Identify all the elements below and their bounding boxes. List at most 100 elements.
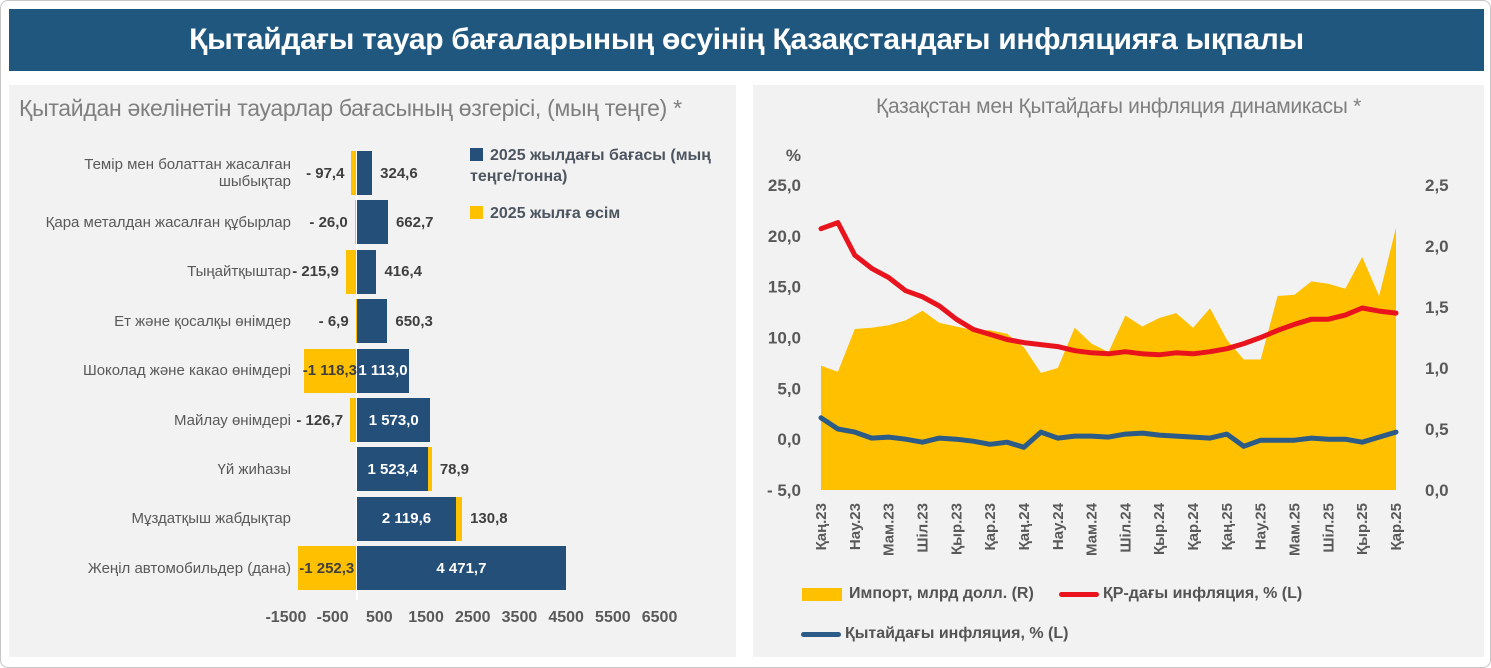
x-axis-month-label: Мам.24: [1084, 502, 1101, 556]
x-axis-month-label: Қыр.25: [1354, 503, 1371, 555]
category-label: Майлау өнімдері: [173, 411, 291, 429]
category-label: Тыңайтқыштар: [187, 263, 291, 281]
legend-item-cn-inflation: Қытайдағы инфляция, % (L): [801, 625, 1068, 643]
cn-inflation-legend-label: Қытайдағы инфляция, % (L): [845, 625, 1069, 642]
price-legend-swatch: [470, 148, 483, 161]
price-legend-label: 2025 жылдағы бағасы (мың теңге/тонна): [470, 147, 711, 185]
x-axis-tick-label: 2500: [454, 609, 491, 626]
right-chart-panel: Қазақстан мен Қытайдағы инфляция динамик…: [753, 85, 1484, 657]
growth-value-label: - 6,9: [318, 312, 349, 330]
left-axis-tick-label: 10,0: [768, 329, 801, 348]
category-label: Темір мен болаттан жасалған шыбықтар: [84, 156, 291, 190]
x-axis-tick-label: 1500: [408, 609, 444, 626]
growth-value-label: -1 118,3: [302, 362, 357, 380]
growth-bar: [428, 447, 432, 492]
x-axis-month-label: Нау.25: [1253, 503, 1270, 550]
x-axis-month-label: Мам.23: [881, 503, 898, 556]
growth-value-label: - 215,9: [292, 263, 339, 281]
legend-item-price: 2025 жылдағы бағасы (мың теңге/тонна): [470, 145, 730, 187]
left-chart-panel: Қытайдан әкелінетін тауарлар бағасының ө…: [9, 85, 736, 657]
price-bar: [357, 496, 456, 541]
bar-row: Үй жиһазы 1 523,4 78,9: [9, 445, 736, 493]
price-value-label: 1 113,0: [358, 362, 408, 380]
x-axis-month-label: Нау.23: [847, 503, 864, 550]
x-axis-tick-label: 4500: [548, 609, 584, 626]
x-axis-month-label: Шіл.24: [1117, 502, 1134, 552]
bar-row: Мұздатқыш жабдықтар 2 119,6 130,8: [9, 495, 736, 543]
price-value-label: 324,6: [380, 164, 418, 182]
x-axis-month-label: Нау.24: [1050, 502, 1067, 550]
growth-legend-label: 2025 жылға өсім: [490, 205, 621, 222]
right-chart-title: Қазақстан мен Қытайдағы инфляция динамик…: [876, 95, 1361, 118]
cn-inflation-legend-swatch: [801, 631, 841, 637]
growth-value-label: - 126,7: [296, 411, 344, 429]
import-area-series: [821, 227, 1396, 490]
x-axis-month-label: Қар.23: [982, 503, 999, 551]
bar-row: Шоколад және какао өнімдері 1 113,0 -1 118…: [9, 347, 736, 395]
category-label: Ет және қосалқы өнімдер: [114, 312, 291, 330]
price-value-label: 1 523,4: [367, 460, 418, 478]
price-value-label: 2 119,6: [381, 510, 432, 528]
header-bar: Қытайдағы тауар бағаларының өсуінің Қаза…: [9, 9, 1484, 71]
right-axis-tick-label: 1,0: [1425, 359, 1449, 378]
left-axis-unit-label: %: [786, 146, 801, 165]
category-label: Шоколад және какао өнімдері: [82, 362, 291, 380]
growth-legend-swatch: [470, 206, 483, 219]
growth-bar: [354, 200, 356, 245]
combo-chart-svg: % 25,0 20,0 15,0 10,0 5,0 0,0 - 5,0 2,5 2,0 1,5 1,0…: [767, 146, 1449, 556]
right-axis-tick-label: 2,0: [1425, 237, 1449, 256]
price-value-label: 650,3: [395, 312, 433, 330]
x-axis-month-label: Шіл.23: [915, 503, 932, 553]
import-legend-swatch: [802, 587, 842, 601]
price-bar: [357, 249, 377, 294]
left-axis-tick-label: 25,0: [768, 176, 801, 195]
x-axis-month-label: Қаң.24: [1016, 502, 1033, 550]
x-axis-tick-label: 500: [365, 609, 393, 626]
right-axis-tick-label: 2,5: [1425, 176, 1449, 195]
bar-row: Темір мен болаттан жасалған шыбықтар 324,…: [9, 149, 736, 197]
legend-item-growth: 2025 жылға өсім: [470, 203, 730, 224]
cn-inflation-line-series: [818, 415, 1399, 450]
bar-row: Ет және қосалқы өнімдер 650,3 - 6,9: [9, 297, 736, 345]
x-axis-month-label: Қыр.24: [1151, 502, 1168, 555]
left-axis-tick-label: 20,0: [768, 227, 801, 246]
x-axis-tick-label: -1500: [265, 609, 307, 626]
left-axis-tick-label: 15,0: [768, 278, 801, 297]
price-value-label: 416,4: [384, 263, 422, 281]
bar-row: Жеңіл автомобильдер (дана) 4 471,7 -1 252,…: [9, 544, 736, 592]
kz-inflation-legend-swatch: [1059, 591, 1099, 597]
growth-bar: [455, 496, 463, 541]
bar-row: Қара металдан жасалған құбырлар 662,7 - 26…: [9, 198, 736, 246]
price-bar: [357, 398, 431, 442]
category-label: Жеңіл автомобильдер (дана): [87, 559, 291, 577]
x-axis-month-label: Шіл.25: [1320, 503, 1337, 553]
price-value-label: 1 573,0: [368, 411, 419, 429]
growth-bar: [297, 546, 356, 591]
x-axis-month-label: Қар.25: [1388, 503, 1405, 551]
growth-value-label: -1 252,3: [299, 559, 355, 577]
right-axis-tick-label: 0,0: [1425, 481, 1449, 500]
x-axis-month-label: Қыр.23: [948, 503, 965, 555]
price-bar: [357, 546, 566, 591]
bar-row: Тыңайтқыштар 416,4 - 215,9: [9, 248, 736, 296]
bar-row: Майлау өнімдері 1 573,0 - 126,7: [9, 396, 736, 444]
price-bar: [357, 348, 409, 393]
price-value-label: 662,7: [395, 213, 434, 231]
page-title: Қытайдағы тауар бағаларының өсуінің Қаза…: [189, 23, 1304, 56]
price-bar: [357, 299, 388, 344]
x-axis-tick-label: 5500: [595, 609, 631, 626]
x-axis-month-label: Қар.24: [1185, 502, 1202, 550]
left-axis-tick-label: 5,0: [777, 379, 801, 398]
growth-value-label: - 26,0: [309, 213, 348, 231]
growth-value-label: 78,9: [439, 460, 470, 478]
legend-item-import: Импорт, млрд долл. (R): [802, 585, 1034, 603]
price-bar: [357, 200, 388, 245]
import-legend-label: Импорт, млрд долл. (R): [849, 585, 1034, 602]
x-axis-month-label: Мам.25: [1287, 503, 1304, 556]
x-axis-tick-label: 3500: [501, 609, 538, 626]
price-value-label: 4 471,7: [436, 559, 487, 577]
left-axis-tick-label: - 5,0: [767, 481, 801, 500]
category-label: Мұздатқыш жабдықтар: [131, 510, 292, 528]
growth-bar: [350, 398, 356, 442]
